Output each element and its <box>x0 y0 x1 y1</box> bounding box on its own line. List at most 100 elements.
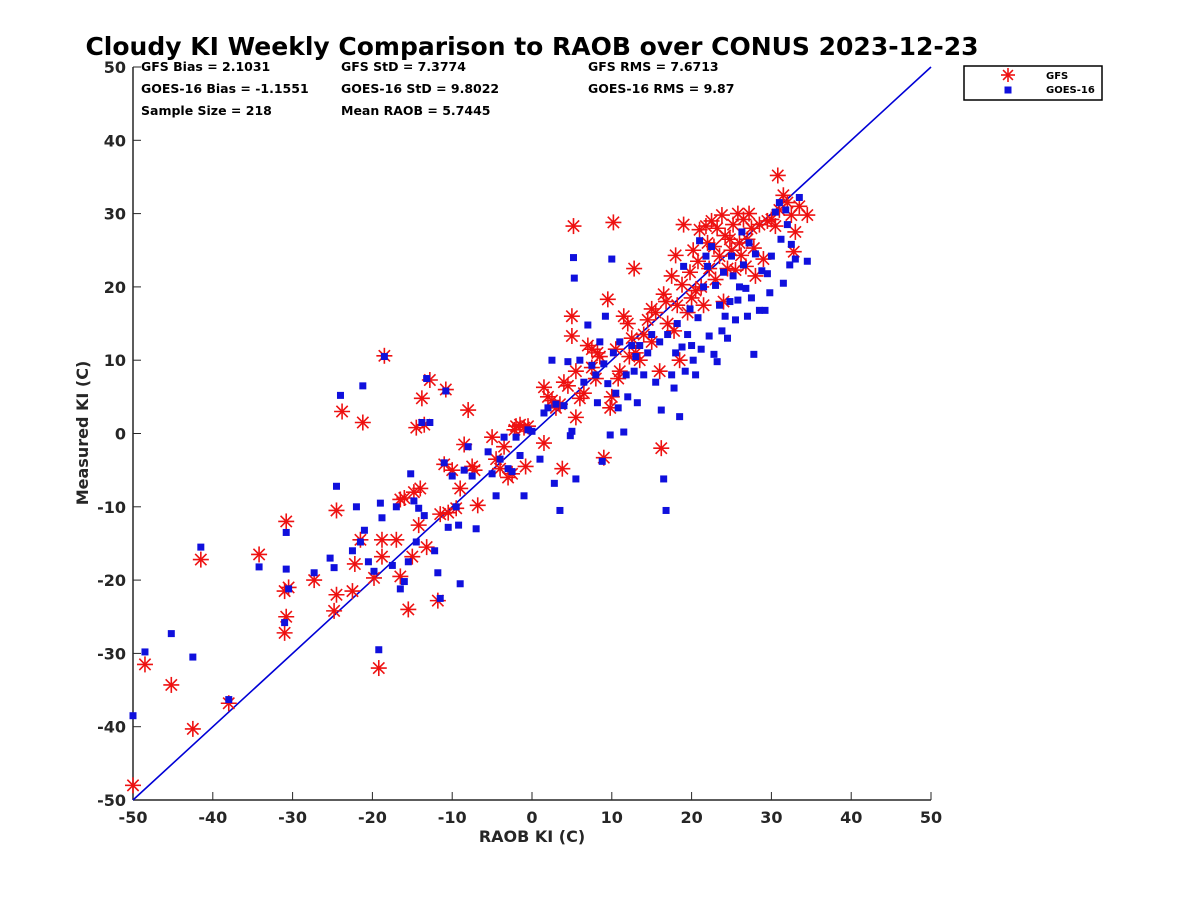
goes16-point <box>734 296 742 304</box>
goes16-point <box>520 492 528 500</box>
goes16-point <box>407 470 415 478</box>
gfs-point <box>346 555 363 572</box>
x-tick-label: 10 <box>601 808 623 827</box>
goes16-point <box>735 283 743 291</box>
gfs-point <box>251 546 268 563</box>
goes16-point <box>564 358 572 366</box>
goes16-point <box>708 243 716 251</box>
stat-goes-bias: GOES-16 Bias = -1.1551 <box>141 81 309 96</box>
goes16-point <box>612 389 620 397</box>
goes16-point <box>731 316 739 324</box>
gfs-point <box>713 207 730 224</box>
goes16-point <box>767 252 775 260</box>
goes16-point <box>442 387 450 395</box>
goes16-point <box>795 193 803 201</box>
goes16-point <box>584 321 592 329</box>
goes16-point <box>600 360 608 368</box>
gfs-point <box>452 480 469 497</box>
goes16-point <box>791 255 799 263</box>
goes16-point <box>566 432 574 440</box>
y-tick-label: 10 <box>104 351 126 370</box>
gfs-point <box>469 497 486 514</box>
goes16-point <box>763 270 771 278</box>
x-tick-label: 40 <box>840 808 862 827</box>
gfs-point <box>787 223 804 240</box>
goes16-point <box>604 380 612 388</box>
goes16-point <box>782 206 790 214</box>
goes16-point <box>700 283 708 291</box>
goes16-point <box>616 338 624 346</box>
goes16-point <box>197 543 205 551</box>
goes16-point <box>678 343 686 351</box>
x-tick-label: 0 <box>526 808 537 827</box>
stat-gfs-std: GFS StD = 7.3774 <box>341 59 466 74</box>
goes16-point <box>777 235 785 243</box>
gfs-point <box>163 676 180 693</box>
gfs-point <box>675 216 692 233</box>
gfs-point <box>695 297 712 314</box>
goes16-point <box>496 455 504 463</box>
goes16-point <box>569 254 577 262</box>
x-tick-label: -30 <box>278 808 307 827</box>
goes16-point <box>681 367 689 375</box>
gfs-point <box>412 480 429 497</box>
y-axis-label: Measured KI (C) <box>73 361 92 506</box>
goes16-point <box>783 221 791 229</box>
goes16-point <box>624 393 632 401</box>
goes16-point <box>580 378 588 386</box>
gfs-point <box>460 402 477 419</box>
goes16-point <box>420 512 428 520</box>
goes16-point <box>285 585 293 593</box>
gfs-point <box>370 660 387 677</box>
goes16-point <box>657 406 665 414</box>
goes16-point <box>540 409 548 417</box>
goes16-point <box>167 630 175 638</box>
goes16-point <box>718 327 726 335</box>
goes16-point <box>516 451 524 459</box>
gfs-point <box>334 403 351 420</box>
gfs-point <box>1001 68 1015 82</box>
gfs-point <box>563 308 580 325</box>
gfs-point <box>136 656 153 673</box>
gfs-point <box>707 271 724 288</box>
goes16-point <box>761 306 769 314</box>
goes16-point <box>751 250 759 258</box>
goes16-point <box>484 448 492 456</box>
goes16-point <box>370 567 378 575</box>
goes16-point <box>688 342 696 350</box>
goes16-point <box>743 312 751 320</box>
goes16-point <box>360 526 368 534</box>
gfs-point <box>278 513 295 530</box>
goes16-point <box>440 459 448 467</box>
goes16-point <box>141 648 149 656</box>
goes16-point <box>697 345 705 353</box>
gfs-point <box>440 504 457 521</box>
goes16-point <box>606 431 614 439</box>
goes16-point <box>750 350 758 358</box>
goes16-point <box>596 338 604 346</box>
gfs-point <box>799 207 816 224</box>
goes16-point <box>359 382 367 390</box>
gfs-point <box>619 315 636 332</box>
goes16-point <box>552 400 560 408</box>
gfs-point <box>373 531 390 548</box>
goes16-point <box>601 312 609 320</box>
gfs-point <box>563 328 580 345</box>
goes16-point <box>225 696 233 704</box>
goes16-point <box>1004 86 1012 94</box>
goes16-point <box>696 237 704 245</box>
goes16-point <box>640 371 648 379</box>
legend-box <box>963 65 1103 101</box>
goes16-point <box>664 331 672 339</box>
goes16-point <box>282 528 290 536</box>
goes16-point <box>673 320 681 328</box>
goes16-point <box>713 358 721 366</box>
axes: -50 -40 -30 -20 -10 0 10 20 30 40 50 -50 -40 -30 -20 -1… <box>97 58 942 827</box>
goes16-point <box>660 475 668 483</box>
goes16-point <box>348 547 356 555</box>
y-tick-label: -20 <box>97 571 126 590</box>
goes16-point <box>720 268 728 276</box>
goes16-point <box>431 547 439 555</box>
gfs-point <box>344 583 361 600</box>
